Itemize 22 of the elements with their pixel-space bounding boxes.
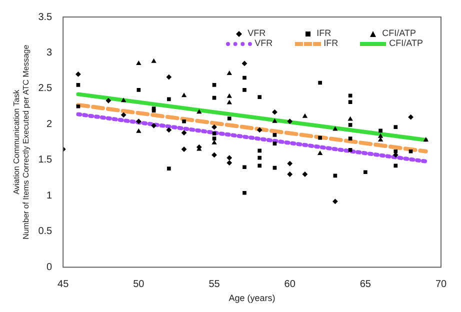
y-tick-label: 1 — [46, 190, 53, 202]
x-tick-label: 65 — [360, 278, 372, 290]
x-tick-label: 50 — [133, 278, 145, 290]
y-tick-label: 2 — [46, 118, 53, 130]
legend-label: VFR — [248, 28, 266, 38]
legend-label: CFI/ATP — [389, 38, 423, 48]
legend-label: CFI/ATP — [382, 28, 416, 38]
x-tick-label: 55 — [208, 278, 220, 290]
x-axis-title: Age (years) — [228, 293, 276, 304]
y-tick-label: 1.5 — [38, 154, 53, 166]
legend-label: IFR — [324, 38, 338, 48]
y-tick-label: 0 — [46, 262, 53, 273]
y-tick-label: 0.5 — [38, 226, 53, 238]
legend-label: IFR — [316, 28, 332, 38]
x-tick-label: 60 — [284, 278, 296, 290]
legend-label: VFR — [254, 38, 273, 48]
y-tick-label: 3 — [46, 47, 53, 58]
y-tick-label: 3.5 — [38, 12, 53, 23]
x-tick-label: 45 — [58, 278, 70, 290]
y-axis-title: Aviation Communication Task Number of Items Correctly Executed per ATC Message — [12, 44, 31, 240]
x-tick-label: 70 — [435, 278, 447, 290]
y-tick-label: 2.5 — [38, 83, 53, 94]
